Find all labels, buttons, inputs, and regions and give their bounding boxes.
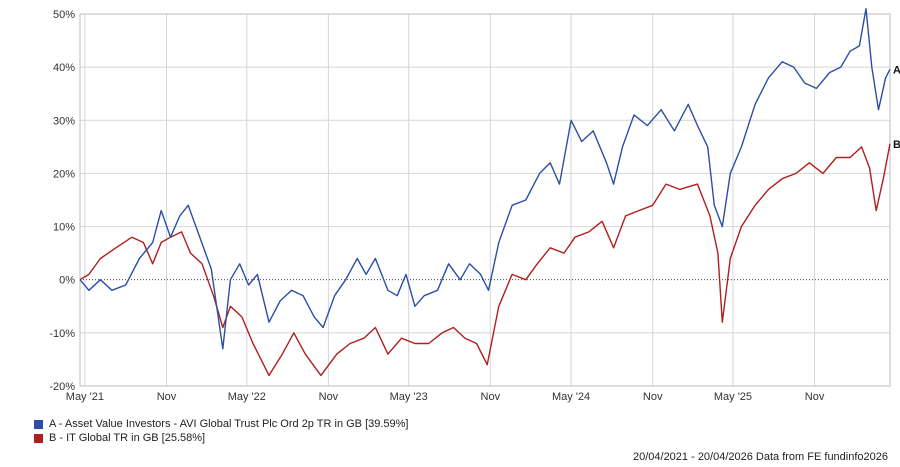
x-tick-label: May '24 (552, 391, 590, 403)
axes (79, 13, 891, 387)
series-line-b (79, 143, 891, 377)
legend-label-a: A - Asset Value Investors - AVI Global T… (49, 418, 409, 430)
series-end-label-b: B (893, 139, 900, 151)
x-tick-label: May '21 (66, 391, 104, 403)
grid-lines (80, 13, 890, 387)
x-tick-label: Nov (157, 391, 177, 403)
x-tick-label: May '22 (228, 391, 266, 403)
series-line-a (79, 7, 891, 350)
y-tick-label: 50% (53, 9, 75, 21)
y-tick-label: 40% (53, 62, 75, 74)
y-tick-label: -20% (49, 381, 75, 393)
y-tick-label: 0% (59, 275, 75, 287)
x-tick-label: May '25 (714, 391, 752, 403)
y-tick-label: 20% (53, 168, 75, 180)
legend-swatch-a (34, 419, 43, 429)
legend-label-b: B - IT Global TR in GB [25.58%] (49, 432, 206, 444)
x-tick-label: May '23 (390, 391, 428, 403)
legend: A - Asset Value Investors - AVI Global T… (34, 417, 409, 445)
tick-labels: 50% 40% 30% 20% 10% 0% -10% -20%May '21 Nov May '… (49, 9, 900, 403)
date-range-source-footer: 20/04/2021 - 20/04/2026 Data from FE fun… (632, 451, 888, 463)
x-tick-label: Nov (643, 391, 663, 403)
line-chart: 50% 40% 30% 20% 10% 0% -10% -20%May '21 Nov May '… (49, 7, 900, 403)
legend-item-b: B - IT Global TR in GB [25.58%] (34, 431, 409, 445)
y-tick-label: 10% (53, 222, 75, 234)
legend-item-a: A - Asset Value Investors - AVI Global T… (34, 417, 409, 431)
y-tick-label: 30% (53, 115, 75, 127)
legend-swatch-b (34, 433, 43, 443)
y-tick-label: -10% (49, 328, 75, 340)
x-tick-label: Nov (805, 391, 825, 403)
x-tick-label: Nov (319, 391, 339, 403)
series-end-label-a: A (893, 64, 900, 76)
series-lines (79, 7, 891, 377)
x-tick-label: Nov (481, 391, 501, 403)
plot-frame (79, 13, 891, 387)
